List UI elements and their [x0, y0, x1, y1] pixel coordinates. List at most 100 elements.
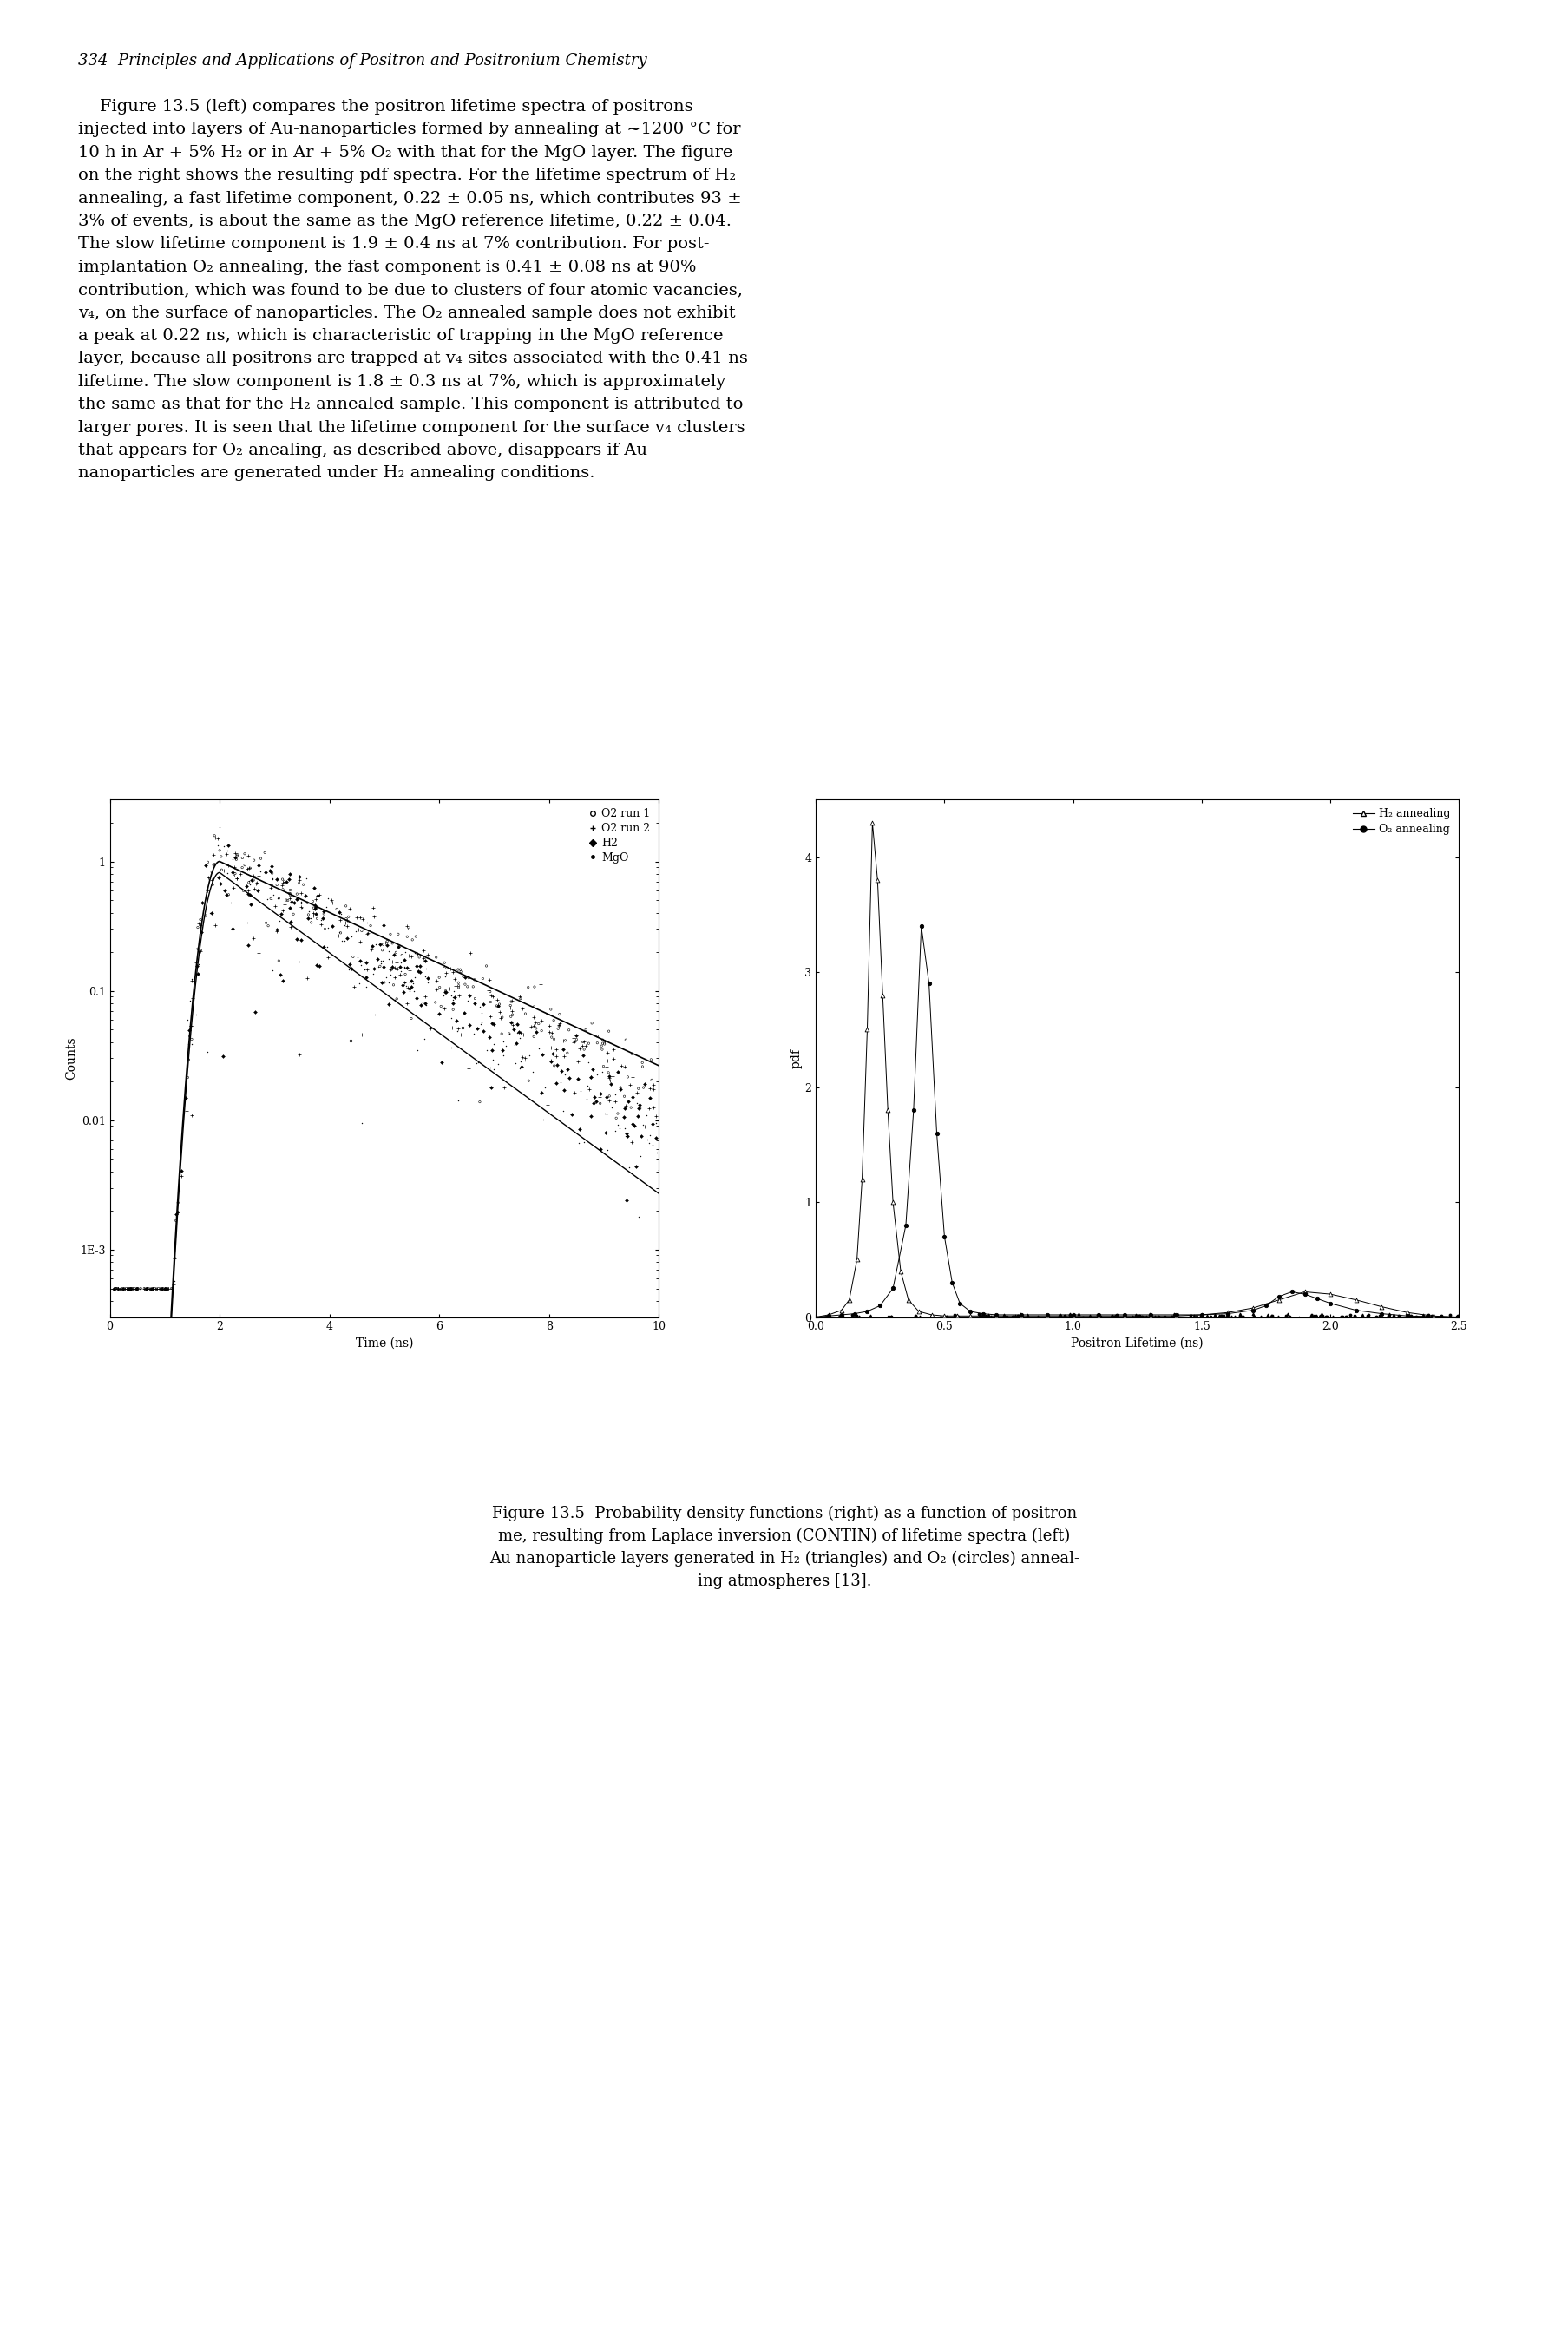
Point — [566, 1061, 591, 1098]
Point — [568, 1073, 593, 1110]
Point — [1134, 1298, 1159, 1336]
Point — [803, 1298, 828, 1336]
Point — [627, 1138, 652, 1176]
Point — [604, 1098, 629, 1136]
Point — [594, 1047, 619, 1084]
Point — [350, 901, 375, 938]
Point — [295, 960, 320, 997]
Point — [328, 915, 353, 953]
Point — [370, 931, 395, 969]
Point — [579, 1004, 604, 1042]
Point — [113, 1270, 138, 1308]
Point — [939, 1263, 964, 1301]
Point — [241, 861, 267, 898]
Point — [265, 880, 290, 917]
Point — [114, 1270, 140, 1308]
Point — [906, 1294, 931, 1331]
Point — [364, 941, 389, 978]
Point — [580, 1084, 605, 1122]
Point — [210, 828, 235, 866]
Point — [116, 1270, 141, 1308]
Point — [289, 884, 314, 922]
Point — [331, 908, 356, 946]
Point — [397, 953, 422, 990]
Point — [183, 943, 209, 981]
Point — [361, 927, 386, 964]
Point — [605, 1094, 630, 1131]
Point — [246, 934, 271, 971]
Point — [1189, 1296, 1214, 1334]
Point — [373, 924, 398, 962]
Point — [381, 936, 406, 974]
Point — [1201, 1296, 1226, 1334]
Point — [575, 1025, 601, 1063]
Point — [447, 1016, 472, 1054]
Point — [132, 1270, 157, 1308]
Point — [887, 1251, 913, 1289]
Point — [477, 960, 502, 997]
Point — [354, 915, 379, 953]
Point — [345, 910, 370, 948]
Point — [299, 896, 325, 934]
Point — [209, 837, 234, 875]
Point — [613, 1087, 638, 1124]
Point — [464, 1044, 489, 1082]
Point — [212, 851, 237, 889]
Point — [491, 1068, 516, 1105]
Point — [916, 964, 941, 1002]
Point — [332, 903, 358, 941]
Point — [408, 948, 433, 985]
Point — [488, 1000, 513, 1037]
Point — [803, 1298, 828, 1336]
Point — [144, 1270, 169, 1308]
Point — [608, 1070, 633, 1108]
Point — [456, 1007, 481, 1044]
Point — [121, 1270, 146, 1308]
Point — [303, 887, 328, 924]
Point — [412, 957, 437, 995]
Point — [353, 943, 378, 981]
Point — [478, 983, 503, 1021]
Point — [238, 861, 263, 898]
Point — [1446, 1298, 1471, 1336]
Point — [528, 1075, 554, 1112]
Point — [293, 877, 318, 915]
Point — [176, 1025, 201, 1063]
Point — [956, 1298, 982, 1336]
Point — [154, 1270, 179, 1308]
Point — [165, 1183, 190, 1221]
Point — [1265, 1282, 1290, 1319]
Point — [221, 856, 246, 894]
Point — [596, 1054, 621, 1091]
Point — [450, 1009, 475, 1047]
Point — [386, 927, 411, 964]
Point — [983, 1296, 1008, 1334]
Point — [1229, 1298, 1254, 1336]
Point — [376, 985, 401, 1023]
Point — [411, 983, 436, 1021]
Point — [256, 908, 281, 946]
Point — [485, 988, 510, 1025]
Point — [235, 875, 260, 913]
Point — [237, 866, 262, 903]
Point — [505, 1007, 530, 1044]
Point — [328, 901, 353, 938]
Point — [616, 1148, 641, 1185]
Point — [924, 1115, 949, 1152]
Point — [202, 906, 227, 943]
Point — [489, 997, 514, 1035]
Point — [1226, 1298, 1251, 1336]
Point — [1163, 1298, 1189, 1336]
Point — [337, 946, 362, 983]
Point — [368, 946, 394, 983]
Point — [209, 851, 234, 889]
Point — [1129, 1298, 1154, 1336]
Point — [500, 995, 525, 1033]
Point — [339, 917, 364, 955]
Point — [474, 1030, 499, 1068]
Point — [276, 861, 301, 898]
Point — [445, 950, 470, 988]
Point — [430, 990, 455, 1028]
Point — [1057, 1296, 1082, 1334]
Point — [188, 934, 213, 971]
